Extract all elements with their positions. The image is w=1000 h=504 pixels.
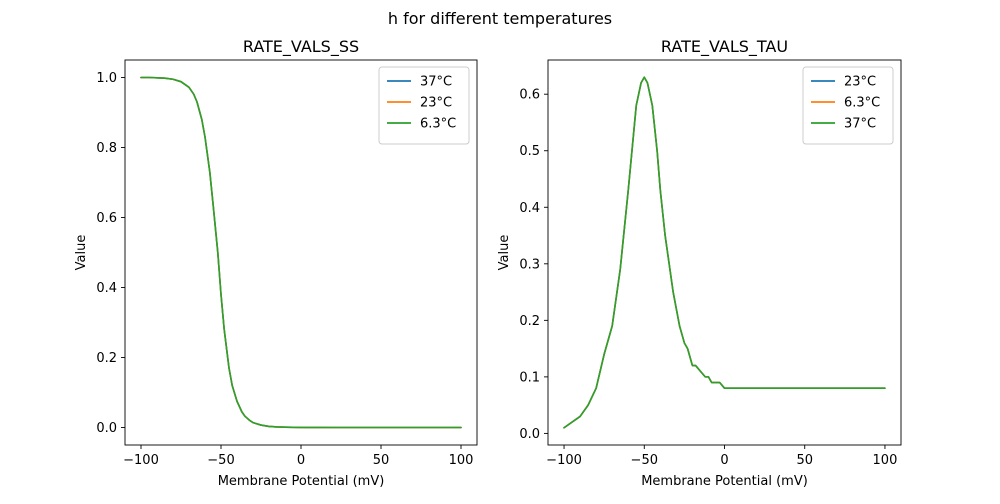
legend: 37°C 23°C 6.3°C	[378, 66, 470, 145]
series-lines	[140, 76, 462, 429]
y-ticks: 0.0 0.1 0.2 0.3 0.4 0.5 0.6	[519, 88, 548, 442]
y-ticks: 0.0 0.2 0.4 0.6 0.8 1.0	[96, 71, 125, 436]
y-tick-label: 0.4	[96, 281, 117, 296]
y-axis-label: Value	[497, 235, 512, 271]
y-tick-label: 0.6	[96, 211, 117, 226]
x-tick-label: 50	[373, 453, 390, 468]
x-tick-label: −100	[123, 453, 159, 468]
x-tick-label: 0	[720, 453, 728, 468]
y-tick-label: 0.4	[519, 201, 540, 216]
legend-label-1: 23°C	[420, 96, 452, 111]
x-tick-label: −50	[207, 453, 234, 468]
subplot-rate-vals-ss: RATE_VALS_SS −100 −50 0 50 100 0.0 0.2 0.4 0.6 0.8…	[74, 37, 478, 489]
legend-label-0: 37°C	[420, 75, 452, 90]
y-tick-label: 0.6	[519, 88, 540, 103]
x-tick-label: −100	[546, 453, 582, 468]
x-tick-label: 50	[796, 453, 813, 468]
legend: 23°C 6.3°C 37°C	[802, 66, 894, 145]
x-ticks: −100 −50 0 50 100	[123, 445, 473, 468]
series-line-2	[563, 76, 886, 429]
plot-title: RATE_VALS_TAU	[661, 37, 788, 57]
y-tick-label: 0.0	[96, 421, 117, 436]
plot-title: RATE_VALS_SS	[243, 37, 359, 57]
x-tick-label: 100	[873, 453, 898, 468]
y-tick-label: 0.2	[96, 351, 117, 366]
legend-label-2: 6.3°C	[420, 117, 456, 132]
subplot-rate-vals-tau: RATE_VALS_TAU−100 −50 0 50 1000.00.10.20.30.…	[497, 37, 902, 489]
y-tick-label: 0.3	[519, 257, 540, 272]
series-line-2	[140, 76, 462, 429]
legend-label-0: 23°C	[844, 75, 876, 90]
y-tick-label: 1.0	[96, 71, 117, 86]
series-lines	[563, 76, 886, 429]
legend-box	[378, 66, 470, 145]
y-tick-label: 0.1	[519, 370, 540, 385]
y-tick-label: 0.5	[519, 144, 540, 159]
x-axis-label: Membrane Potential (mV)	[641, 474, 808, 489]
x-tick-label: −50	[631, 453, 658, 468]
x-tick-label: 100	[449, 453, 474, 468]
y-tick-label: 0.2	[519, 314, 540, 329]
legend-box	[802, 66, 894, 145]
y-axis-label: Value	[74, 235, 89, 271]
y-tick-label: 0.0	[519, 427, 540, 442]
y-tick-label: 0.8	[96, 141, 117, 156]
figure-suptitle: h for different temperatures	[388, 9, 612, 28]
x-axis-label: Membrane Potential (mV)	[218, 474, 385, 489]
x-ticks: −100 −50 0 50 100	[546, 445, 897, 468]
legend-label-2: 37°C	[844, 117, 876, 132]
x-tick-label: 0	[297, 453, 305, 468]
legend-label-1: 6.3°C	[844, 96, 880, 111]
